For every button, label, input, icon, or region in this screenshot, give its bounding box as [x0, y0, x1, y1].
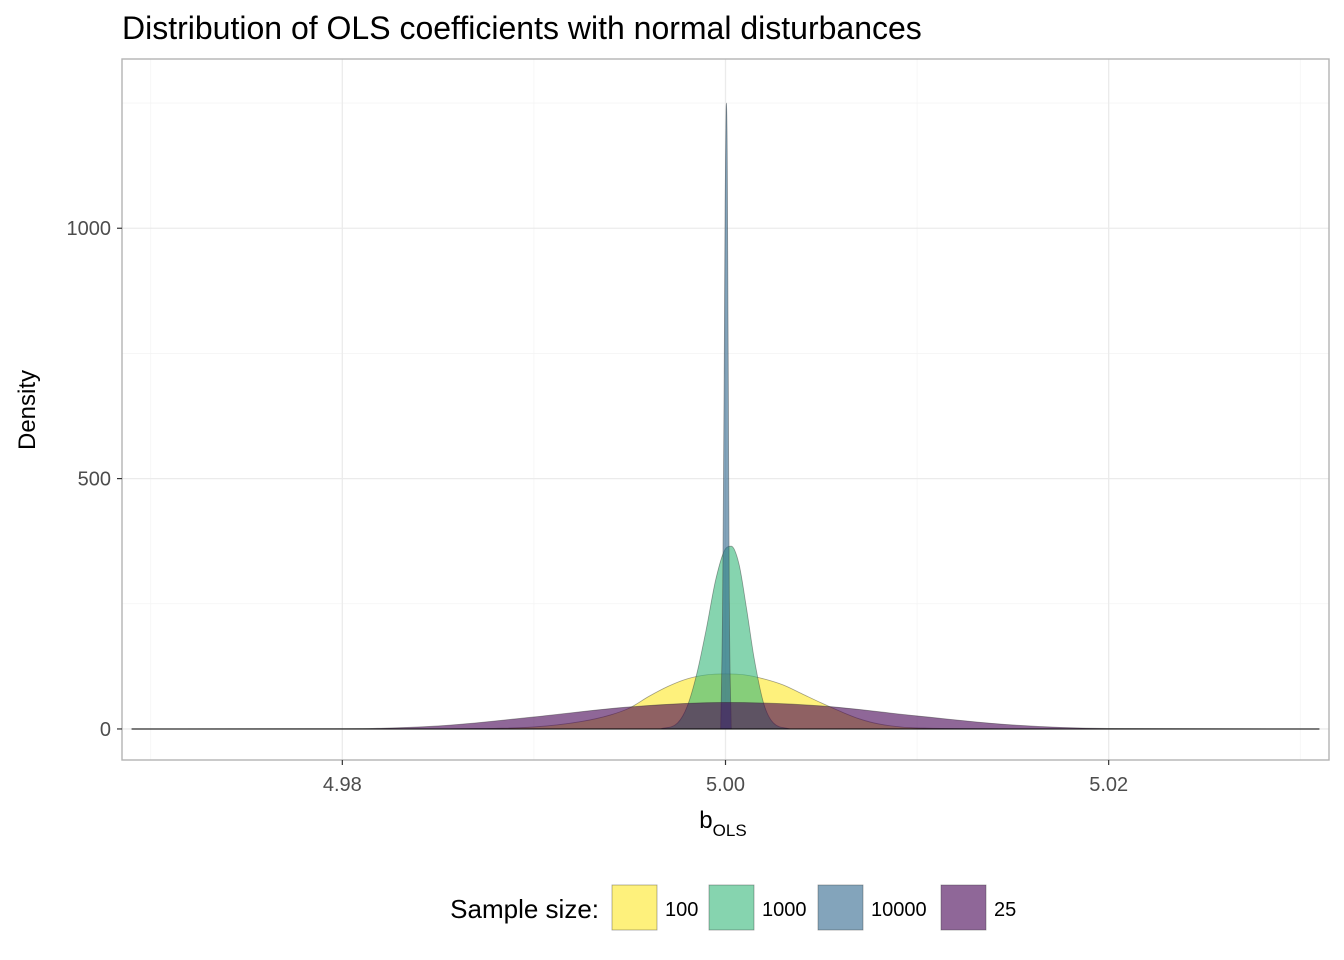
legend-label-n25: 25	[994, 899, 1016, 921]
legend-label-n1000: 1000	[762, 899, 807, 921]
chart-title: Distribution of OLS coefficients with no…	[122, 10, 922, 46]
legend: Sample size: 100 1000 10000 25	[450, 884, 1016, 931]
x-tick-label: 5.02	[1089, 774, 1128, 796]
y-tick-label: 0	[100, 719, 111, 741]
x-axis-title: bOLS	[699, 807, 746, 840]
density-area-n10000	[720, 102, 732, 730]
axis-ticks: 0 500 1000 4.98 5.00 5.02	[67, 218, 1129, 796]
legend-key-n25	[940, 884, 987, 931]
legend-key-n100	[611, 884, 658, 931]
legend-title: Sample size:	[450, 894, 599, 924]
y-tick-label: 1000	[67, 218, 112, 240]
legend-key-n10000	[817, 884, 864, 931]
x-tick-label: 4.98	[323, 774, 362, 796]
y-axis-title: Density	[14, 370, 41, 450]
y-tick-label: 500	[78, 469, 111, 491]
legend-label-n100: 100	[665, 899, 698, 921]
x-axis-title-main: b	[699, 807, 712, 834]
x-axis-title-sub: OLS	[713, 821, 747, 840]
density-areas	[131, 102, 1320, 730]
legend-label-n10000: 10000	[871, 899, 927, 921]
density-area-n25	[131, 702, 1320, 730]
legend-key-n1000	[708, 884, 755, 931]
x-tick-label: 5.00	[706, 774, 745, 796]
